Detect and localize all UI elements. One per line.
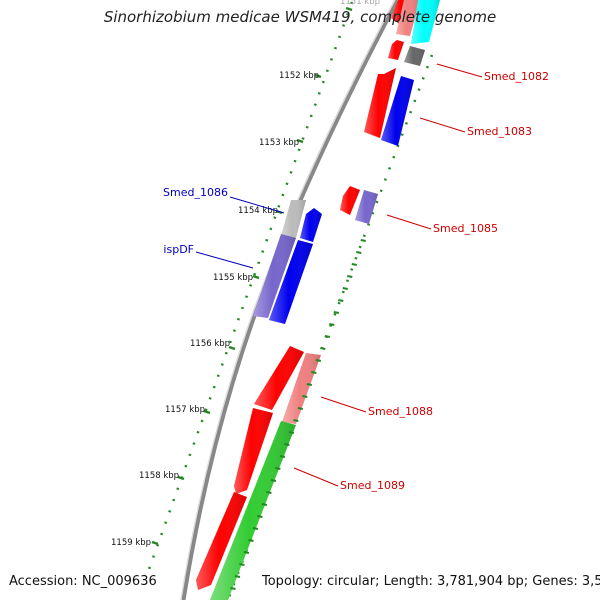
accession-text: Accession: NC_009636 (9, 574, 157, 589)
gene-label-leader (320, 396, 367, 413)
inner-ruler-tick (324, 335, 331, 338)
ruler-ticks: 1151 kbp 1152 kbp 1153 kbp 1154 kbp 1155 kbp… (111, 0, 380, 548)
inner-ruler-tick (302, 395, 308, 398)
inner-ruler-tick (338, 299, 344, 302)
inner-ruler-tick (257, 515, 263, 518)
gene-label: Smed_1086 (163, 186, 228, 199)
inner-ruler-tick (266, 491, 272, 494)
ruler-tick-label: 1159 kbp (111, 538, 151, 548)
gene-top-pink-shade (396, 0, 420, 36)
inner-ruler-tick (293, 419, 299, 422)
ruler-tick (151, 540, 159, 546)
ruler-tick (228, 345, 236, 351)
inner-ruler-tick (248, 539, 254, 542)
inner-ruler-tick (351, 263, 357, 266)
gene-labels: Smed_1082 Smed_1083 Smed_1085 Smed_1086 ispD… (163, 63, 549, 492)
gene-smed1082-shade (404, 46, 425, 66)
gene-red-small-shade (388, 40, 404, 60)
inner-ruler-tick (315, 359, 322, 362)
ruler-tick-label: 1152 kbp (279, 71, 319, 81)
gene-smed1086-shade (281, 200, 306, 238)
gene-label: Smed_1088 (368, 405, 433, 418)
inner-ruler-tick (252, 527, 259, 530)
inner-ruler-tick (243, 551, 250, 554)
ruler-tick (203, 409, 211, 415)
gene-label-leader (386, 214, 432, 230)
inner-ruler-tick (270, 479, 277, 482)
gene-label-leader (293, 467, 339, 487)
inner-ruler-tick (234, 575, 241, 578)
ruler-tick-label: 1158 kbp (139, 471, 179, 481)
inner-ruler-tick (275, 467, 281, 470)
gene-label-leader (419, 117, 466, 133)
map-title: Sinorhizobium medicae WSM419, complete g… (103, 8, 497, 26)
inner-ruler-tick (306, 383, 313, 386)
inner-ruler-tick (279, 455, 286, 458)
gene-blue-ispdf-right-shade (269, 240, 313, 324)
gene-smed1083-shade (381, 76, 414, 146)
gene-label: Smed_1082 (484, 70, 549, 83)
inner-ruler-tick (342, 287, 348, 290)
gene-label: Smed_1089 (340, 479, 405, 492)
ruler-tick (314, 73, 322, 79)
inner-ruler-tick (347, 275, 353, 278)
gene-smed1089-shade (210, 421, 296, 600)
gene-label-leader (436, 63, 483, 78)
ruler-tick (296, 138, 304, 144)
inner-ruler-tick (333, 311, 339, 314)
inner-ruler-tick (360, 239, 366, 242)
gene-smed1088-shade (282, 353, 321, 424)
inner-ruler-tick (356, 251, 362, 254)
ruler-tick-label: 1157 kbp (165, 405, 205, 415)
gene-red-1083-left-shade (364, 68, 396, 138)
inner-ruler-tick (261, 503, 268, 506)
ruler-tick-label: 1154 kbp (238, 206, 278, 216)
inner-ruler-tick (288, 431, 295, 434)
ruler-tick-label: 1155 kbp (213, 273, 253, 283)
inner-ruler-tick (329, 323, 335, 326)
ruler-tick-label: 1153 kbp (259, 138, 299, 148)
gene-features (196, 0, 440, 600)
gene-ispdf-shade (253, 234, 296, 318)
gene-label: ispDF (163, 243, 194, 256)
gene-label: Smed_1083 (467, 125, 532, 138)
gene-smed1085-shade (355, 190, 378, 224)
gene-top-cyan-shade (411, 0, 440, 44)
ruler-tick (177, 475, 185, 481)
ruler-tick-label: 1151 kbp (340, 0, 380, 7)
gene-red-1088-left-shade (254, 346, 304, 410)
gene-blue-1086-right-shade (300, 208, 322, 242)
gene-label-leader (229, 196, 285, 214)
inner-ruler-tick (311, 371, 317, 374)
ruler-tick-label: 1156 kbp (190, 339, 230, 349)
gene-red-1089-left-shade (234, 408, 273, 494)
inner-ruler-tick (230, 587, 236, 590)
inner-ruler-tick (297, 407, 304, 410)
gene-red-1085-left-shade (340, 186, 360, 215)
inner-ruler-tick (320, 347, 326, 350)
inner-ruler-tick (239, 563, 245, 566)
gene-red-bottom-shade (196, 492, 247, 590)
genome-summary-text: Topology: circular; Length: 3,781,904 bp… (262, 574, 600, 589)
gene-label-leader (195, 251, 254, 269)
ruler-outer-line (146, 1, 354, 573)
gene-label: Smed_1085 (433, 222, 498, 235)
ruler-tick (252, 274, 260, 280)
ruler-tick (345, 6, 353, 12)
inner-ruler-tick (284, 443, 290, 446)
